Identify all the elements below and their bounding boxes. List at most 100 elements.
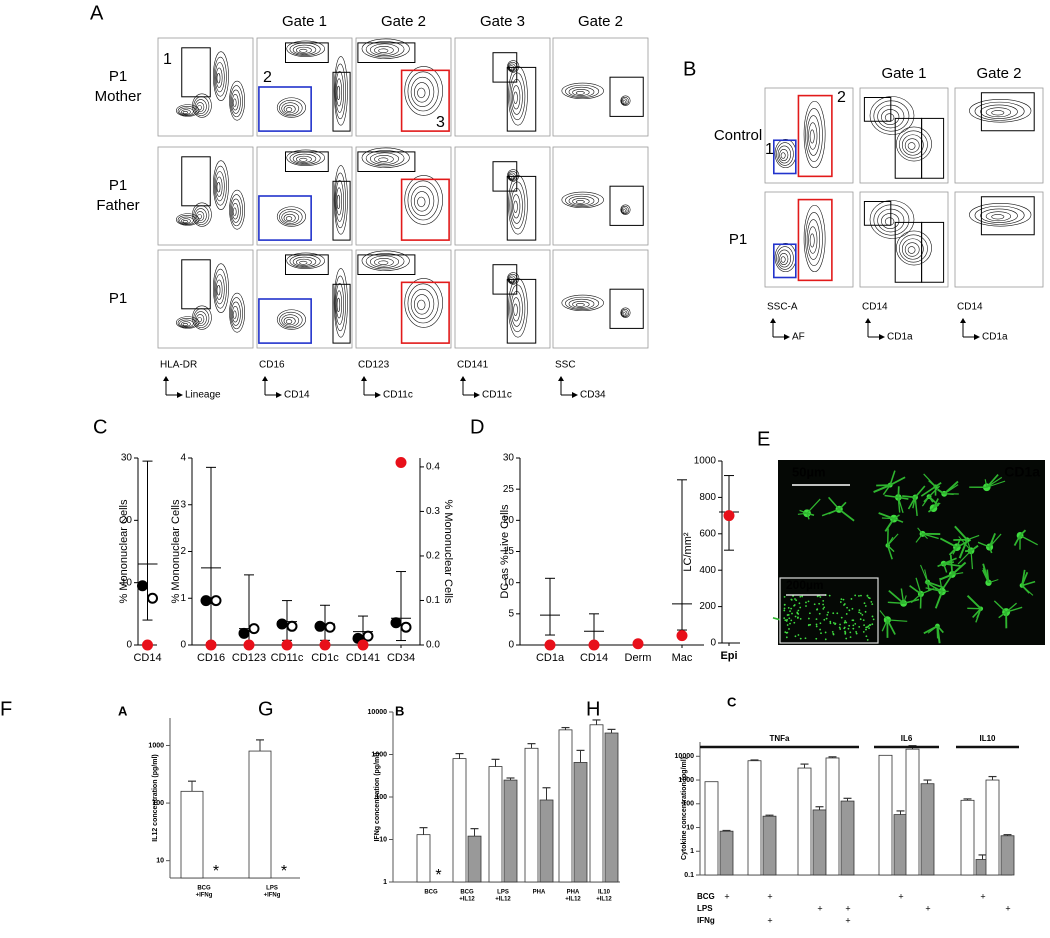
contour xyxy=(806,115,821,156)
contour xyxy=(230,85,243,118)
inset-cell xyxy=(861,614,864,616)
dendrite xyxy=(1021,584,1030,594)
dendrite xyxy=(951,561,967,576)
contour xyxy=(404,66,444,116)
contour xyxy=(179,216,194,225)
inset-cell xyxy=(846,606,848,609)
contour xyxy=(231,203,239,220)
star: * xyxy=(281,863,287,880)
dendrite xyxy=(915,533,924,543)
dendrite xyxy=(923,496,930,503)
contour xyxy=(404,175,444,225)
condition-mark: + xyxy=(724,891,729,901)
inset-cell xyxy=(863,602,866,605)
contour xyxy=(181,218,191,224)
dendrite xyxy=(977,541,990,548)
y-tick-label: 15 xyxy=(503,546,515,557)
plot-frame xyxy=(859,87,949,184)
inset-cell xyxy=(836,612,839,615)
dendrite xyxy=(984,479,988,488)
contour xyxy=(568,86,595,97)
gate xyxy=(181,156,211,207)
contour xyxy=(974,101,1025,121)
contour xyxy=(413,82,430,103)
dendrite xyxy=(873,484,891,493)
inset-cell xyxy=(819,628,822,631)
contour xyxy=(292,153,317,164)
inset-cell xyxy=(794,598,796,600)
row-label: P1 xyxy=(109,68,127,85)
contour xyxy=(512,85,521,110)
inset-cell xyxy=(789,622,791,625)
contour xyxy=(896,230,932,266)
gate-number: 2 xyxy=(263,69,272,86)
bar xyxy=(960,799,975,876)
contour xyxy=(907,246,916,254)
contour xyxy=(336,187,343,216)
contour xyxy=(620,95,631,106)
contour xyxy=(806,219,821,260)
y-tick-label: 10 xyxy=(121,577,133,588)
contour xyxy=(213,263,229,314)
x-tick-label: CD123 xyxy=(232,652,266,664)
contour xyxy=(181,321,191,327)
y-tick-label: 10 xyxy=(503,577,515,588)
contour xyxy=(182,111,188,114)
inset-cell xyxy=(805,605,807,607)
y-tick-label: 1000 xyxy=(148,742,164,749)
x-tick-label: PHA xyxy=(567,890,580,896)
dendrite xyxy=(886,545,893,560)
y-axis-label: CD14 xyxy=(957,302,983,313)
inset-cell xyxy=(828,594,831,597)
bar xyxy=(840,800,855,876)
contour xyxy=(374,258,394,267)
contour xyxy=(512,297,521,322)
inset-cell xyxy=(815,623,818,626)
arrow-head xyxy=(558,376,564,381)
inset-cell xyxy=(840,598,843,600)
y-tick-label: 1000 xyxy=(371,751,387,758)
contour xyxy=(621,313,625,316)
gate xyxy=(506,66,537,132)
inset-cell xyxy=(808,612,811,615)
dendrite xyxy=(881,517,894,520)
inset-cell xyxy=(826,613,829,616)
contour xyxy=(177,105,197,117)
dendrite xyxy=(910,593,922,604)
contour xyxy=(407,283,439,324)
column-header: Gate 2 xyxy=(578,13,623,30)
dendrite xyxy=(1005,602,1018,613)
x-tick-label: +IL12 xyxy=(565,897,581,903)
dendrite xyxy=(806,512,810,520)
plot-frame xyxy=(454,146,551,246)
contour xyxy=(509,72,526,121)
dendrite xyxy=(881,619,888,632)
gate xyxy=(400,281,450,344)
contour xyxy=(216,182,221,193)
y2-tick-label: 0.4 xyxy=(426,462,440,473)
y-axis-label: CD14 xyxy=(862,302,888,313)
y-tick-label: 4 xyxy=(180,453,186,464)
inset-cell xyxy=(809,623,812,626)
dendrite xyxy=(893,517,904,523)
contour xyxy=(572,197,590,205)
inset-cell xyxy=(823,606,826,609)
contour xyxy=(621,207,628,214)
y-tick-label: 100 xyxy=(375,794,387,801)
dendrite xyxy=(956,539,961,548)
gate xyxy=(609,185,644,226)
contour xyxy=(780,152,786,159)
inset-cell xyxy=(797,634,800,636)
contour xyxy=(365,41,405,58)
contour xyxy=(808,122,818,150)
contour xyxy=(407,180,439,221)
dendrite xyxy=(907,496,916,510)
x-tick-label: Derm xyxy=(625,652,652,664)
contour xyxy=(214,62,225,93)
dendrite xyxy=(887,619,908,622)
contour xyxy=(620,307,631,318)
arrow-head xyxy=(974,334,980,340)
inset-cell xyxy=(842,598,845,601)
contour xyxy=(780,256,786,263)
